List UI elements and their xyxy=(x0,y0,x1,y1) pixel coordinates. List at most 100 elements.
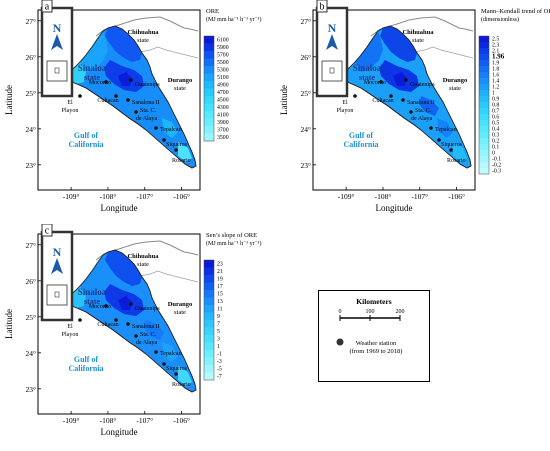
legend-swatch xyxy=(204,66,214,74)
legend-subtitle: (MJ mm ha⁻¹ h⁻¹ yr⁻¹) xyxy=(206,16,262,23)
durango-label: Durango xyxy=(168,301,193,308)
legend-swatch xyxy=(204,320,214,328)
chihuahua-label: Chihuahua xyxy=(402,29,434,36)
legend-swatch xyxy=(479,60,489,67)
legend-tick: 5500 xyxy=(217,60,229,66)
legend-tick: 3 xyxy=(217,337,220,343)
durango-label-2: state xyxy=(449,85,461,92)
weather-station xyxy=(429,126,433,130)
legend-tick: 9 xyxy=(217,314,220,320)
legend-swatch xyxy=(479,132,489,139)
panel-b: 27° 26° 25° 24° 23° -109° -108° -107° -106° Longi… xyxy=(275,0,550,222)
rainfall-zone xyxy=(162,118,178,138)
weather-station xyxy=(104,80,108,84)
legend-tick: 0.2 xyxy=(492,139,499,145)
legend-swatch xyxy=(204,312,214,321)
weather-station xyxy=(174,148,178,152)
north-arrow-icon xyxy=(51,34,63,50)
weather-station xyxy=(134,110,138,114)
panel-c: 27° 26° 25° 24° 23° -109° -108° -107° -106° Longi… xyxy=(0,223,275,446)
legend-tick: 4300 xyxy=(217,105,229,111)
legend-tick: 5100 xyxy=(217,75,229,81)
legend-tick: 3500 xyxy=(217,135,229,141)
sinaloa-label: Sinaloa xyxy=(78,63,107,73)
legend-tick: -3 xyxy=(217,359,222,365)
lat-label: 26° xyxy=(26,53,37,62)
weather-station xyxy=(353,94,357,98)
rainfall-zone xyxy=(80,255,108,296)
weather-station xyxy=(104,304,108,308)
weather-station xyxy=(126,98,130,102)
weather-station xyxy=(78,318,82,322)
legend-tick: 5700 xyxy=(217,53,229,59)
lon-label: -108° xyxy=(100,192,117,201)
sinaloa-label-2: state xyxy=(359,73,375,82)
legend-swatch xyxy=(204,88,214,97)
legend-swatch xyxy=(204,133,214,142)
legend-swatch xyxy=(479,150,489,157)
durango-boundary xyxy=(414,46,474,59)
durango-label: Durango xyxy=(443,77,468,84)
legend-tick: 1.4 xyxy=(492,79,499,85)
map-key: Kilometers 0 100 200 Weather station (fr… xyxy=(318,290,430,382)
legend-tick: 0.6 xyxy=(492,115,499,121)
legend-swatch xyxy=(479,78,489,85)
weather-station xyxy=(404,78,408,82)
station-label: Siqueros xyxy=(166,142,188,148)
weather-station xyxy=(449,148,453,152)
station-label: Playon xyxy=(62,332,79,338)
station-label: de Alaya xyxy=(136,340,157,346)
legend-tick: 19 xyxy=(217,277,223,283)
legend-tick: 3900 xyxy=(217,120,229,126)
legend-swatch xyxy=(204,365,214,373)
legend-tick: 1 xyxy=(217,344,220,350)
weather-station xyxy=(126,322,130,326)
station-label: Guatenipa xyxy=(410,82,435,88)
lat-label: 25° xyxy=(26,89,37,98)
station-label-2: (from 1969 to 2018) xyxy=(350,348,403,355)
panel-letter: b xyxy=(320,2,325,13)
legend-swatch xyxy=(479,108,489,115)
lat-label: 25° xyxy=(26,313,37,322)
legend-swatch xyxy=(204,327,214,336)
legend-tick: 0.7 xyxy=(492,109,499,115)
station-label: El xyxy=(67,324,73,330)
panel-letter-box xyxy=(316,0,328,13)
map-panel-c: 27° 26° 25° 24° 23° -109° -108° -107° -106° Longi… xyxy=(4,223,262,437)
lon-label: -107° xyxy=(136,192,153,201)
lon-label: -108° xyxy=(375,192,392,201)
legend-tick: 1.8 xyxy=(492,67,499,73)
rainfall-zone xyxy=(162,342,178,362)
legend-tick: 5900 xyxy=(217,45,229,51)
panel-a: 27° 26° 25° 24° 23° -109° -108° -107° -106° Longi… xyxy=(0,0,275,222)
legend-border xyxy=(203,35,215,142)
legend-tick: -5 xyxy=(217,367,222,373)
legend-subtitle: (MJ mm ha⁻¹ h⁻¹ yr⁻¹) xyxy=(206,240,262,247)
locator-highlight xyxy=(54,291,60,298)
lat-label: 27° xyxy=(26,241,37,250)
lon-label: -106° xyxy=(173,416,190,425)
scale-tick-0: 0 xyxy=(339,309,342,315)
legend-tick: -0.1 xyxy=(492,157,501,163)
rainfall-zone xyxy=(105,250,142,286)
legend-swatch xyxy=(204,43,214,52)
legend-tick: 4900 xyxy=(217,83,229,89)
rainfall-zone xyxy=(355,31,383,72)
legend-swatch xyxy=(204,275,214,283)
gulf-label-2: California xyxy=(343,140,378,149)
legend-tick: 6100 xyxy=(217,38,229,44)
y-axis-label: Latitude xyxy=(4,85,14,115)
legend-tick: 0.4 xyxy=(492,127,499,133)
rainfall-zone xyxy=(380,26,417,62)
station-label: Sanalona II xyxy=(407,100,435,106)
durango-boundary xyxy=(139,46,199,59)
legend-swatch xyxy=(479,156,489,163)
legend-tick: 0.1 xyxy=(492,145,499,151)
station-label: Siqueros xyxy=(441,142,463,148)
legend-swatch xyxy=(479,66,489,73)
sinaloa-outline xyxy=(65,249,197,393)
rainfall-zone xyxy=(437,118,453,138)
sinaloa-label: Sinaloa xyxy=(353,63,382,73)
durango-label-2: state xyxy=(174,85,186,92)
lat-label: 23° xyxy=(301,161,312,170)
